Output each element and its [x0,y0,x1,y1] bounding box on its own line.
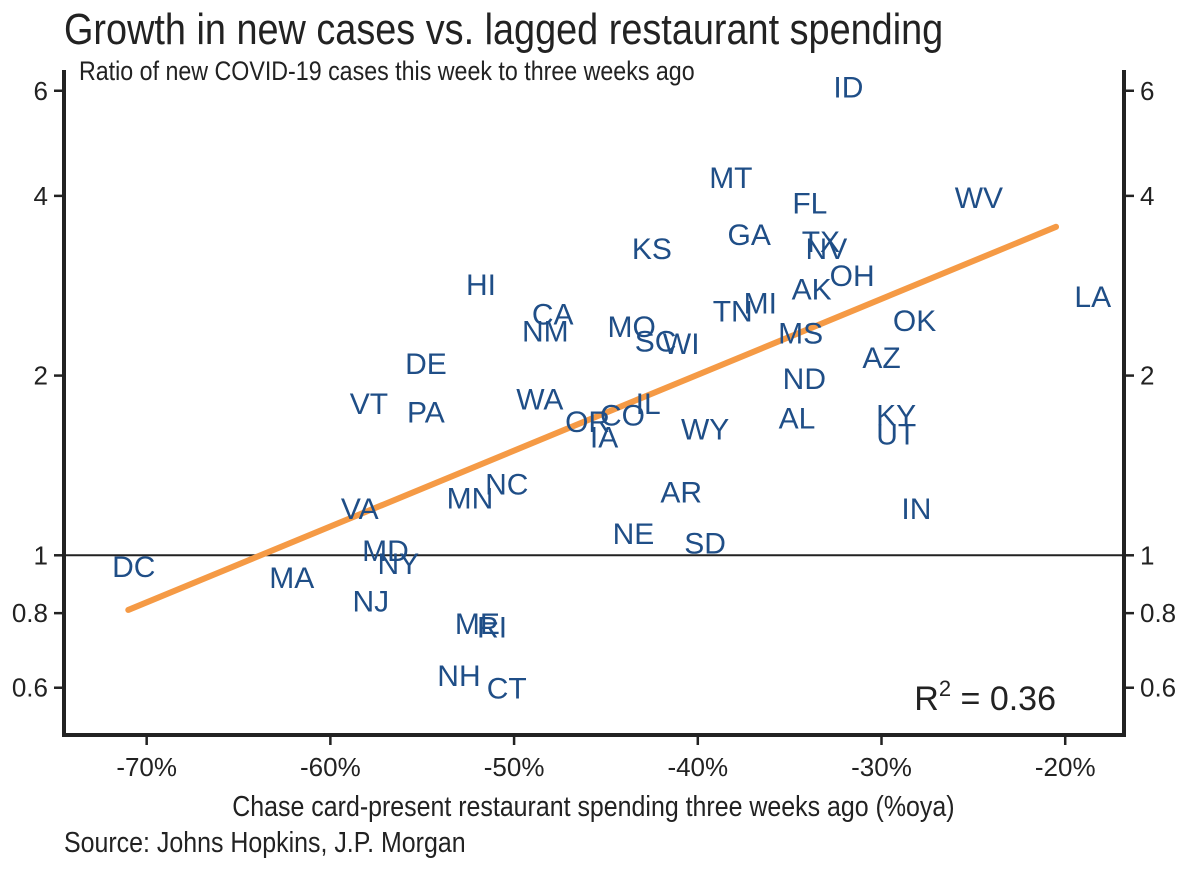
state-label-fl: FL [792,187,827,220]
state-label-ca: CA [532,299,574,332]
state-label-ut: UT [876,418,916,451]
state-label-il: IL [636,388,661,421]
trend-line [125,223,1060,613]
y-tick-label-left: 0.8 [12,598,48,628]
state-label-ms: MS [778,318,823,351]
state-label-de: DE [405,348,447,381]
y-tick-label-right: 1 [1140,540,1154,570]
state-label-dc: DC [112,551,155,584]
y-tick-label-right: 0.6 [1140,673,1176,703]
state-label-ak: AK [792,273,832,306]
y-tick-label-left: 1 [34,540,48,570]
state-label-in: IN [901,493,931,526]
state-label-wy: WY [681,414,729,447]
y-tick-label-left: 4 [34,181,48,211]
state-label-vt: VT [350,388,388,421]
state-label-hi: HI [466,269,496,302]
y-tick-label-right: 4 [1140,181,1154,211]
state-label-nc: NC [485,468,528,501]
r-squared-superscript: 2 [939,676,951,701]
state-label-mo: MO [607,311,655,344]
state-label-nj: NJ [352,585,389,618]
state-label-ga: GA [728,219,771,252]
x-tick-label: -30% [851,752,912,782]
state-label-tx: TX [802,226,840,259]
x-tick-label: -40% [667,752,728,782]
y-tick-label-left: 2 [34,361,48,391]
state-label-wa: WA [516,384,563,417]
state-label-ne: NE [613,518,655,551]
state-label-ma: MA [269,562,314,595]
state-label-md: MD [362,535,409,568]
y-tick-label-left: 6 [34,76,48,106]
state-label-mn: MN [447,482,494,515]
state-label-sd: SD [684,528,726,561]
state-label-wi: WI [663,328,700,361]
r-squared-value: = 0.36 [951,680,1056,718]
state-label-ky: KY [876,400,916,433]
state-label-ct: CT [487,673,527,706]
chart-subtitle: Ratio of new COVID-19 cases this week to… [79,56,695,86]
state-label-ks: KS [632,233,672,266]
state-label-ny: NY [378,548,420,581]
state-label-va: VA [341,493,379,526]
state-label-oh: OH [830,260,875,293]
x-tick-label: -60% [300,752,361,782]
y-tick-label-right: 2 [1140,361,1154,391]
axes-layer: 0.6 0.6 0.8 0.8 1 1 2 2 4 4 6 6 -70% -60% -50% -40% -30%… [12,70,1176,782]
y-tick-label-right: 6 [1140,76,1154,106]
state-label-pa: PA [407,397,445,430]
state-label-ok: OK [893,305,936,338]
state-label-nv: NV [806,233,848,266]
r-squared-prefix: R [914,680,939,718]
x-tick-label: -70% [116,752,177,782]
y-tick-label-right: 0.8 [1140,598,1176,628]
state-label-nm: NM [522,315,569,348]
state-label-id: ID [833,71,863,104]
state-label-al: AL [779,403,816,436]
state-label-az: AZ [862,342,900,375]
trend-line-layer [125,223,1060,613]
y-tick-label-left: 0.6 [12,673,48,703]
state-label-or: OR [565,406,610,439]
state-label-co: CO [600,400,645,433]
state-label-wv: WV [955,182,1003,215]
state-label-nd: ND [783,363,826,396]
r-squared-annotation: R2 = 0.36 [914,676,1056,718]
x-axis-label: Chase card-present restaurant spending t… [232,791,955,823]
state-label-sc: SC [635,325,677,358]
state-label-mi: MI [744,288,777,321]
state-label-me: ME [455,608,500,641]
state-label-tn: TN [713,296,753,329]
chart-title: Growth in new cases vs. lagged restauran… [64,5,944,54]
state-label-ar: AR [660,476,702,509]
x-tick-label: -20% [1035,752,1096,782]
source-note: Source: Johns Hopkins, J.P. Morgan [64,827,466,859]
state-label-mt: MT [709,162,752,195]
state-label-la: LA [1074,281,1111,314]
state-label-nh: NH [437,660,480,693]
state-label-ri: RI [477,611,507,644]
state-label-ia: IA [590,422,618,455]
x-tick-label: -50% [484,752,545,782]
